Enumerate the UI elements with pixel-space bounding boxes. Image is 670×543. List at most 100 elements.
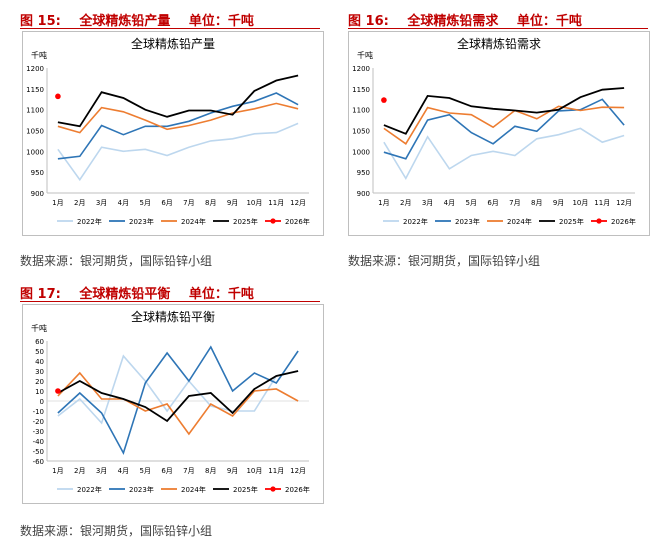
y-tick-label: 950 [357,169,370,177]
legend-label: 2023年 [129,485,154,494]
figure-16-title-rule [348,28,648,29]
y-axis-unit: 千吨 [31,323,47,333]
y-tick-label: -30 [33,428,44,436]
series-line-2024年 [57,371,299,436]
chart-title: 全球精炼铅产量 [131,36,215,51]
x-tick-label: 5月 [466,199,477,207]
figure-15-title-rule [20,28,320,29]
x-tick-label: 2月 [74,199,85,207]
y-tick-label: 1000 [26,148,44,156]
series-line-2025年 [383,87,625,135]
y-axis-unit: 千吨 [31,50,47,60]
x-tick-label: 8月 [205,199,216,207]
x-tick-label: 6月 [487,199,498,207]
series-line-2025年 [57,74,299,128]
series-line-2023年 [383,98,625,160]
figure-16-label: 图 16: [348,14,389,29]
legend-label: 2026年 [285,485,310,494]
chart-title: 全球精炼铅平衡 [131,309,215,324]
legend-label: 2023年 [129,217,154,226]
chart-title: 全球精炼铅需求 [457,36,541,51]
x-tick-label: 4月 [118,199,129,207]
y-tick-label: -60 [33,458,44,466]
legend-label: 2022年 [77,217,102,226]
y-tick-label: -10 [33,408,44,416]
series-line-2023年 [57,345,299,456]
series-line-2023年 [57,92,299,160]
x-tick-label: 3月 [96,199,107,207]
legend-label: 2025年 [233,217,258,226]
x-tick-label: 6月 [161,199,172,207]
x-tick-label: 7月 [183,467,194,475]
data-point-2026年 [55,388,61,394]
x-tick-label: 9月 [227,467,238,475]
x-tick-label: 5月 [140,467,151,475]
x-tick-label: 1月 [378,199,389,207]
x-tick-label: 5月 [140,199,151,207]
x-tick-label: 12月 [290,199,306,207]
series-line-2022年 [57,354,299,425]
y-tick-label: 1050 [26,128,44,136]
x-tick-label: 9月 [553,199,564,207]
figure-17-title: 图 17: 全球精炼铅平衡 单位：千吨 [20,283,268,302]
legend-label: 2026年 [285,217,310,226]
y-tick-label: 40 [35,358,44,366]
figure-16-title: 图 16: 全球精炼铅需求 单位：千吨 [348,10,596,29]
legend-label: 2022年 [77,485,102,494]
y-tick-label: 950 [31,169,44,177]
y-tick-label: 1150 [26,86,44,94]
y-tick-label: 900 [357,190,370,198]
x-tick-label: 2月 [74,467,85,475]
y-tick-label: -20 [33,418,44,426]
data-point-2026年 [55,93,61,100]
series-line-2024年 [57,102,299,134]
y-tick-label: 1000 [352,148,370,156]
figure-15-unit: 单位：千吨 [188,14,254,29]
y-tick-label: -40 [33,438,44,446]
y-tick-label: 1200 [26,65,44,73]
x-tick-label: 8月 [531,199,542,207]
x-tick-label: 1月 [52,467,63,475]
legend-label: 2022年 [403,217,428,226]
figure-17-unit: 单位：千吨 [188,287,254,302]
series-line-2025年 [57,370,299,423]
figure-15-label: 图 15: [20,14,61,29]
legend-marker-2026年 [270,218,276,224]
y-tick-label: 10 [35,388,44,396]
x-tick-label: 1月 [52,199,63,207]
y-tick-label: 30 [35,368,44,376]
x-tick-label: 12月 [290,467,306,475]
y-tick-label: 50 [35,348,44,356]
y-tick-label: 0 [40,398,44,406]
y-tick-label: 1200 [352,65,370,73]
y-tick-label: 1100 [352,107,370,115]
x-tick-label: 11月 [594,199,610,207]
y-tick-label: -50 [33,448,44,456]
x-tick-label: 3月 [422,199,433,207]
y-axis-unit: 千吨 [357,50,373,60]
x-tick-label: 6月 [161,467,172,475]
figure-17-name: 全球精炼铅平衡 [79,287,171,302]
x-tick-label: 8月 [205,467,216,475]
x-tick-label: 12月 [616,199,632,207]
figure-16-unit: 单位：千吨 [516,14,582,29]
figure-15-source: 数据来源：银河期货，国际铅锌小组 [20,254,213,268]
figure-15-name: 全球精炼铅产量 [79,14,171,29]
figure-15-chart: 全球精炼铅产量 千吨 900 950 1000 1050 1100 1150 1200 1月 2月 3… [22,31,324,236]
x-tick-label: 2月 [400,199,411,207]
figure-17-source: 数据来源：银河期货，国际铅锌小组 [20,524,213,538]
legend-label: 2025年 [233,485,258,494]
series-line-2022年 [57,122,299,182]
legend-marker-2026年 [596,218,602,224]
series-line-2024年 [383,105,625,145]
figure-15-title: 图 15: 全球精炼铅产量 单位：千吨 [20,10,268,29]
x-tick-label: 10月 [572,199,588,207]
data-point-2026年 [381,97,387,103]
y-tick-label: 1050 [352,128,370,136]
y-tick-label: 900 [31,190,44,198]
legend-marker-2026年 [270,486,276,492]
figure-17-chart: 全球精炼铅平衡 千吨 -60 -50 -40 -30 -20 -10 0 10 20 30 40 50 60… [22,304,324,504]
